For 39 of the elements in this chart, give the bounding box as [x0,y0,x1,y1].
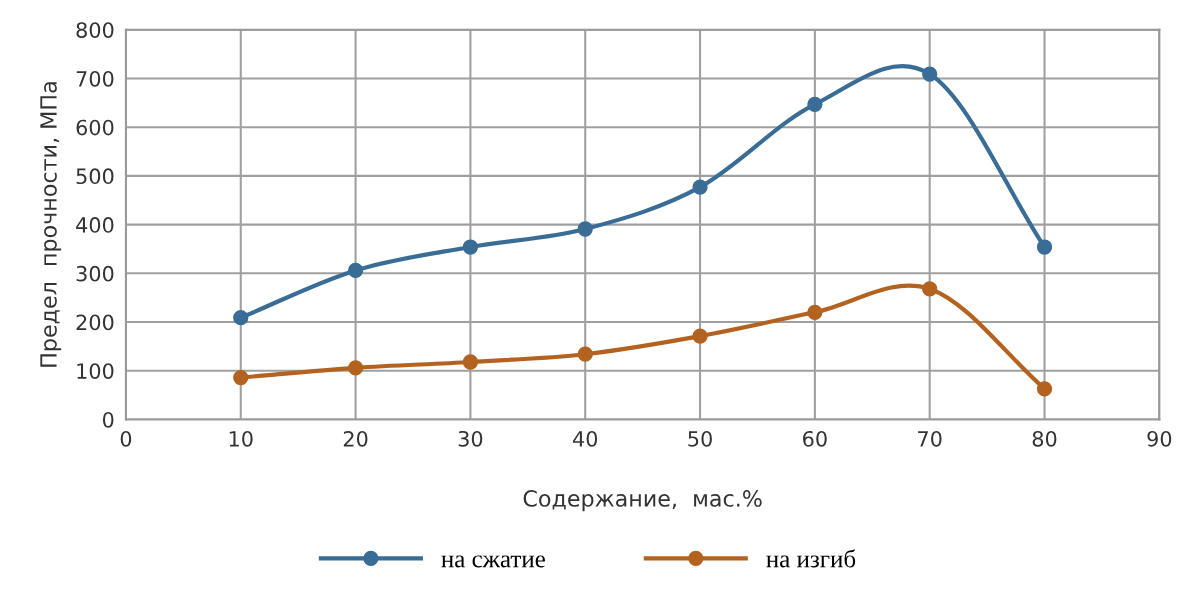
point [462,239,479,255]
point [692,328,708,344]
x-tick-label: 30 [458,430,483,447]
legend-label: на изгиб [766,549,856,568]
y-tick-label: 500 [76,168,114,185]
point [577,221,593,237]
point [922,66,938,82]
y-tick-label: 600 [76,119,114,136]
y-tick-label: 200 [76,314,114,331]
y-tick-label: 0 [102,411,114,428]
point [233,310,249,326]
y-tick-label: 100 [77,363,114,379]
y-tick-label: 800 [76,22,114,38]
y-axis-title: Предел прочности, МПа [40,82,62,367]
y-tick-label: 300 [76,265,114,282]
point [347,262,364,279]
x-axis-title: Содержание, мас.% [523,490,762,512]
x-tick-label: 20 [343,430,368,447]
point [692,179,708,195]
x-tick-label: 70 [918,430,942,447]
x-tick-label: 80 [1032,430,1057,447]
legend-label: на сжатие [441,555,545,568]
point [233,369,249,386]
point [577,346,593,362]
x-tick-label: 60 [803,430,827,447]
point [807,96,823,112]
point [462,354,479,370]
point [347,360,364,376]
point [1036,239,1053,255]
x-tick-label: 90 [1147,430,1172,447]
x-tick-label: 0 [120,430,132,447]
x-tick-label: 10 [229,430,253,447]
y-tick-label: 400 [76,217,114,233]
x-tick-label: 40 [572,430,598,447]
point [922,281,938,297]
point [807,304,823,320]
y-tick-label: 700 [76,70,114,87]
point [1036,381,1053,397]
x-tick-label: 50 [688,430,712,447]
